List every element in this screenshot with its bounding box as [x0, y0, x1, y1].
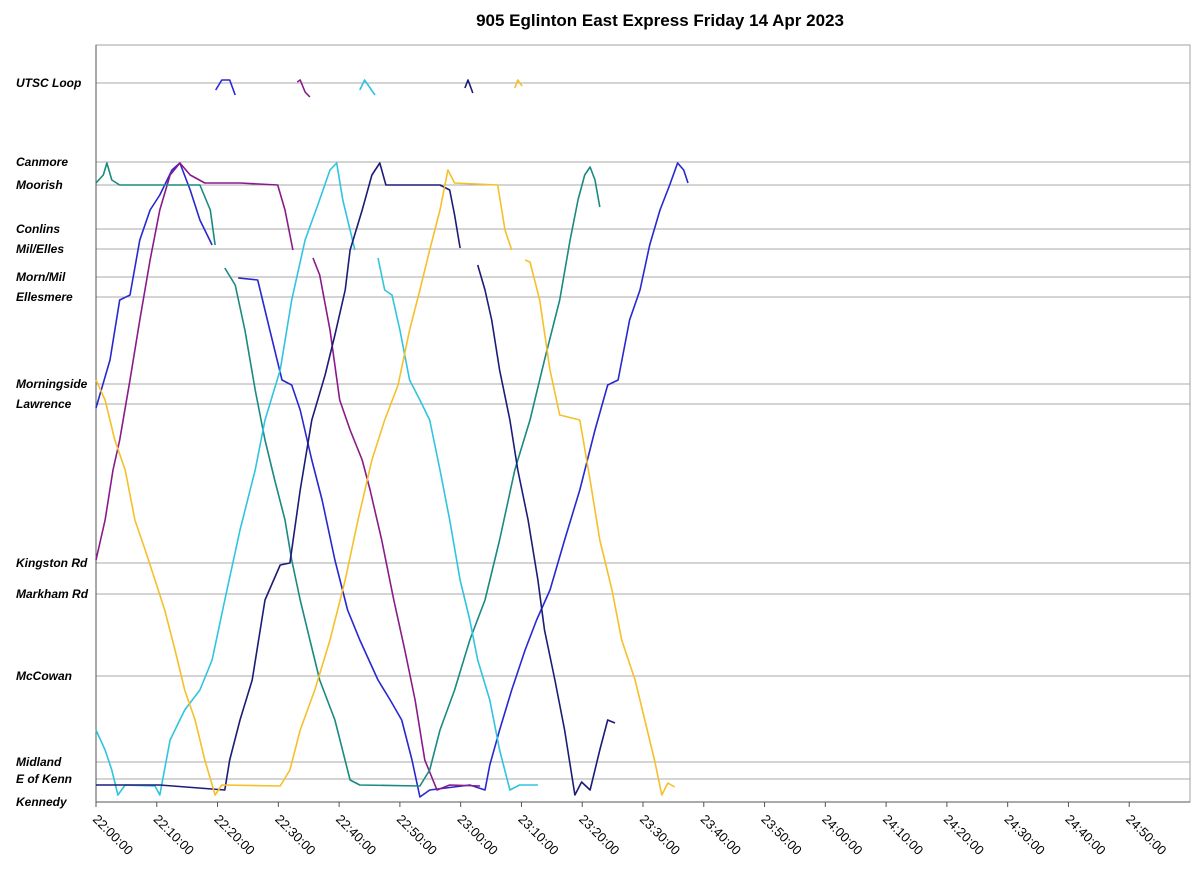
y-tick-label: Lawrence [16, 397, 72, 411]
vehicle-line [96, 79, 616, 796]
y-tick-label: UTSC Loop [16, 76, 81, 90]
chart-title: 905 Eglinton East Express Friday 14 Apr … [476, 11, 844, 30]
y-tick-label: E of Kenn [16, 772, 72, 786]
vehicle-line [95, 79, 676, 796]
vehicle-line [95, 162, 601, 787]
y-tick-label: Canmore [16, 155, 68, 169]
vehicle-line [95, 79, 689, 798]
y-tick-label: Morningside [16, 377, 88, 391]
y-tick-label: Kennedy [16, 795, 68, 809]
y-tick-label: Mil/Elles [16, 242, 64, 256]
y-tick-label: Ellesmere [16, 290, 73, 304]
y-tick-label: McCowan [16, 669, 72, 683]
vehicle-line [95, 79, 481, 791]
y-tick-label: Morn/Mil [16, 270, 66, 284]
y-tick-label: Markham Rd [16, 587, 89, 601]
y-tick-label: Conlins [16, 222, 60, 236]
y-tick-label: Moorish [16, 178, 63, 192]
y-tick-label: Kingston Rd [16, 556, 88, 570]
vehicle-line [95, 79, 538, 796]
y-tick-label: Midland [16, 755, 62, 769]
